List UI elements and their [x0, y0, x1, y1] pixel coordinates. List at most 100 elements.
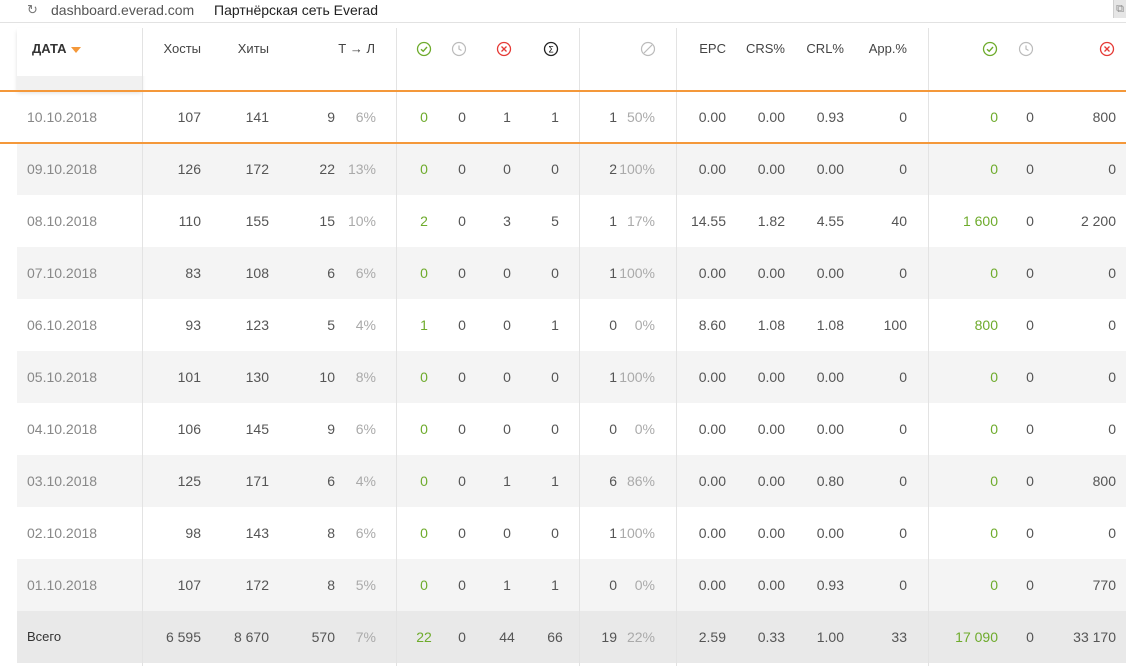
table-total-row[interactable]: Всего 6 595 8 670 570 7% 22 0 44 66 19 22% 2.59 0.33…: [17, 611, 1126, 663]
cell-crs: 0.00: [757, 369, 785, 385]
cell-m-ho: 0: [1026, 213, 1034, 229]
cell-tl: 9: [327, 109, 335, 125]
table-row[interactable]: 05.10.2018 101 130 10 8% 0 0 0 0 1 100% 0.00 0.00 0.0…: [17, 351, 1126, 403]
cell-m-ap: 17 090: [955, 629, 998, 645]
cell-m-ap: 0: [990, 109, 998, 125]
cell-tr: 2: [609, 161, 617, 177]
cell-app: 0: [899, 161, 907, 177]
table-row[interactable]: 01.10.2018 107 172 8 5% 0 0 1 1 0 0% 0.00 0.00 0.93 0 0…: [17, 559, 1126, 611]
column-divider: [579, 28, 580, 666]
cell-m-ho: 0: [1026, 161, 1034, 177]
cell-hosts: 98: [185, 525, 201, 541]
approved-icon[interactable]: [416, 41, 432, 57]
cell-ap: 22: [416, 629, 432, 645]
money-rejected-icon[interactable]: [1099, 41, 1115, 57]
app-header[interactable]: App.%: [868, 41, 907, 56]
table-row[interactable]: 09.10.2018 126 172 22 13% 0 0 0 0 2 100% 0.00 0.00 0.…: [17, 143, 1126, 195]
cell-tot: 0: [551, 421, 559, 437]
reload-icon[interactable]: ↻: [27, 2, 38, 17]
page-title: Партнёрская сеть Everad: [214, 2, 379, 18]
money-hold-clock-icon[interactable]: [1018, 41, 1034, 57]
table-row[interactable]: 03.10.2018 125 171 6 4% 0 0 1 1 6 86% 0.00 0.00 0.80 0…: [17, 455, 1126, 507]
crl-header[interactable]: CRL%: [806, 41, 844, 56]
cell-hits: 141: [245, 109, 269, 125]
cell-date: 07.10.2018: [27, 265, 98, 281]
cell-hits: 172: [245, 161, 269, 177]
extension-icon[interactable]: ⧉: [1113, 0, 1126, 18]
tl-header[interactable]: Т → Л: [338, 41, 375, 56]
cell-crl: 0.00: [816, 525, 844, 541]
cell-m-rj: 800: [1092, 473, 1116, 489]
cell-m-ho: 0: [1026, 369, 1034, 385]
cell-hits: 108: [245, 265, 269, 281]
cell-crs: 1.82: [757, 213, 785, 229]
cell-rj: 0: [503, 525, 511, 541]
money-approved-icon[interactable]: [982, 41, 998, 57]
cell-m-rj: 0: [1108, 265, 1116, 281]
cell-date: 06.10.2018: [27, 317, 98, 333]
cell-tot: 5: [551, 213, 559, 229]
cell-tlp: 7%: [355, 629, 376, 645]
cell-hosts: 106: [177, 421, 201, 437]
cell-tr: 0: [609, 577, 617, 593]
table-row[interactable]: 06.10.2018 93 123 5 4% 1 0 0 1 0 0% 8.60 1.08 1.08 100…: [17, 299, 1126, 351]
epc-header[interactable]: EPC: [699, 41, 726, 56]
cell-trp: 86%: [626, 473, 655, 489]
cell-crs: 0.00: [757, 473, 785, 489]
cell-tot: 1: [551, 317, 559, 333]
cell-m-ho: 0: [1026, 265, 1034, 281]
cell-m-rj: 0: [1108, 369, 1116, 385]
selected-row-top-line: [0, 90, 1126, 92]
cell-rj: 44: [499, 629, 515, 645]
table-row[interactable]: 08.10.2018 110 155 15 10% 2 0 3 5 1 17% 14.55 1.82 4.…: [17, 195, 1126, 247]
cell-crl: 0.80: [816, 473, 844, 489]
table-row[interactable]: 02.10.2018 98 143 8 6% 0 0 0 0 1 100% 0.00 0.00 0.00 0…: [17, 507, 1126, 559]
address-domain[interactable]: dashboard.everad.com: [51, 2, 195, 18]
cell-tlp: 8%: [355, 369, 376, 385]
cell-trp: 100%: [619, 525, 655, 541]
sigma-icon[interactable]: Σ: [543, 41, 559, 57]
hits-header[interactable]: Хиты: [237, 41, 269, 56]
cell-m-ap: 0: [990, 525, 998, 541]
cell-app: 40: [891, 213, 907, 229]
cell-app: 0: [899, 525, 907, 541]
cell-m-rj: 0: [1108, 421, 1116, 437]
rejected-icon[interactable]: [496, 41, 512, 57]
hold-clock-icon[interactable]: [451, 41, 467, 57]
cell-m-ap: 0: [990, 577, 998, 593]
table-row[interactable]: 10.10.2018 107 141 9 6% 0 0 1 1 1 50% 0.00 0.00 0.93 0…: [17, 91, 1126, 143]
cell-trp: 50%: [626, 109, 655, 125]
cell-tl: 570: [311, 629, 335, 645]
cell-rj: 0: [503, 265, 511, 281]
cell-m-rj: 770: [1092, 577, 1116, 593]
cell-tl: 15: [319, 213, 335, 229]
cell-crl: 1.00: [816, 629, 844, 645]
cell-hosts: 126: [177, 161, 201, 177]
cell-m-rj: 0: [1108, 161, 1116, 177]
cell-tr: 0: [609, 421, 617, 437]
cell-m-ho: 0: [1026, 473, 1034, 489]
sort-date-header[interactable]: ДАТА: [32, 28, 132, 76]
table-row[interactable]: 04.10.2018 106 145 9 6% 0 0 0 0 0 0% 0.00 0.00 0.00 0 0…: [17, 403, 1126, 455]
cell-tr: 1: [609, 369, 617, 385]
cell-epc: 14.55: [690, 213, 726, 229]
crs-header[interactable]: CRS%: [745, 41, 785, 56]
cell-epc: 0.00: [698, 421, 726, 437]
trash-icon[interactable]: [640, 41, 656, 57]
cell-tlp: 6%: [355, 265, 376, 281]
cell-app: 100: [883, 317, 907, 333]
cell-tot: 1: [551, 473, 559, 489]
cell-hosts: 107: [177, 577, 201, 593]
cell-rj: 0: [503, 369, 511, 385]
cell-date: 01.10.2018: [27, 577, 98, 593]
cell-m-ho: 0: [1026, 421, 1034, 437]
cell-crs: 0.00: [757, 525, 785, 541]
cell-trp: 17%: [626, 213, 655, 229]
cell-ho: 0: [458, 629, 466, 645]
hosts-header[interactable]: Хосты: [163, 41, 201, 56]
cell-ho: 0: [458, 421, 466, 437]
column-divider: [676, 28, 677, 666]
cell-tr: 19: [601, 629, 617, 645]
cell-epc: 0.00: [698, 473, 726, 489]
table-row[interactable]: 07.10.2018 83 108 6 6% 0 0 0 0 1 100% 0.00 0.00 0.00 0…: [17, 247, 1126, 299]
